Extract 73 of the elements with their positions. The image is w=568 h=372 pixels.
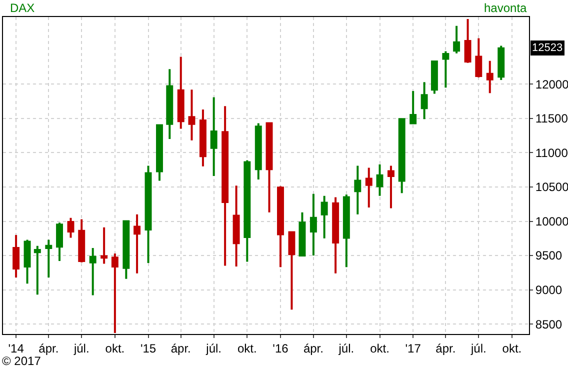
candlestick (442, 50, 450, 89)
x-tick-label: okt. (502, 341, 522, 356)
candlestick (320, 194, 328, 240)
candlestick (56, 222, 63, 262)
y-tick-label: 10500 (535, 180, 568, 194)
x-tick-label: júl. (205, 341, 222, 356)
x-tick-label: '16 (272, 341, 289, 356)
candlestick (387, 164, 394, 210)
x-tick-label: júl. (470, 341, 486, 356)
candlestick (222, 105, 229, 267)
candlestick (342, 194, 350, 268)
candlestick (410, 90, 417, 125)
y-tick-label: 11000 (535, 146, 568, 160)
candlestick (166, 68, 174, 140)
candlestick (210, 96, 218, 178)
y-tick-label: 11500 (535, 112, 568, 126)
candlestick (453, 24, 460, 54)
candlestick (244, 159, 251, 263)
y-tick-label: 9000 (535, 282, 562, 297)
candlestick (177, 56, 184, 130)
y-tick-label: 12000 (535, 77, 568, 92)
x-tick-label: '15 (140, 341, 156, 356)
candlestick (332, 196, 340, 274)
candlestick (134, 213, 141, 274)
candlestick (298, 211, 306, 258)
y-tick-label: 10000 (535, 214, 568, 228)
candlestick (24, 238, 31, 285)
candlestick (156, 124, 163, 182)
candlestick (475, 37, 482, 78)
annotation: 12523 (532, 42, 563, 54)
x-tick-label: okt. (370, 341, 390, 356)
chart-title: DAX (10, 1, 35, 15)
x-tick-label: ápr. (303, 341, 324, 356)
x-tick-label: ápr. (38, 341, 59, 356)
x-tick-label: júl. (338, 341, 354, 356)
chart-subtitle: havonta (484, 1, 528, 15)
candlestick (310, 192, 317, 257)
candlestick (498, 44, 505, 82)
text: © 2017 (2, 354, 42, 368)
x-tick-label: ápr. (436, 341, 456, 356)
candlestick (288, 230, 296, 311)
candlestick (254, 122, 262, 180)
candlestick (420, 81, 428, 120)
candlestick (464, 18, 472, 64)
candlestick (277, 185, 284, 268)
candlestick (100, 226, 108, 265)
candlestick (354, 164, 362, 216)
candlestick (45, 238, 52, 278)
candlestick (34, 244, 41, 296)
x-tick-label: okt. (237, 341, 257, 356)
candlestick (111, 252, 118, 334)
candlestick (232, 184, 240, 268)
candlestick (144, 164, 152, 264)
x-tick-label: ápr. (170, 341, 191, 356)
y-tick-label: 9500 (535, 248, 562, 263)
candlestick (12, 234, 20, 278)
candlestick (78, 218, 86, 264)
x-tick-label: okt. (105, 341, 125, 356)
candlestick (122, 220, 130, 280)
candlestick (89, 246, 96, 296)
candlestick (398, 118, 406, 194)
x-tick-label: júl. (72, 341, 90, 356)
candlestick (486, 60, 494, 94)
candlestick (199, 108, 206, 168)
x-tick-label: '17 (405, 341, 422, 356)
candlestick (67, 216, 74, 239)
candlestick (430, 60, 438, 95)
candlestick (376, 163, 384, 197)
x-tick-label: '14 (8, 341, 24, 356)
candlestick (188, 88, 196, 142)
y-tick-label: 8500 (535, 317, 562, 332)
candlestick (365, 166, 372, 209)
candlestick (266, 122, 273, 214)
